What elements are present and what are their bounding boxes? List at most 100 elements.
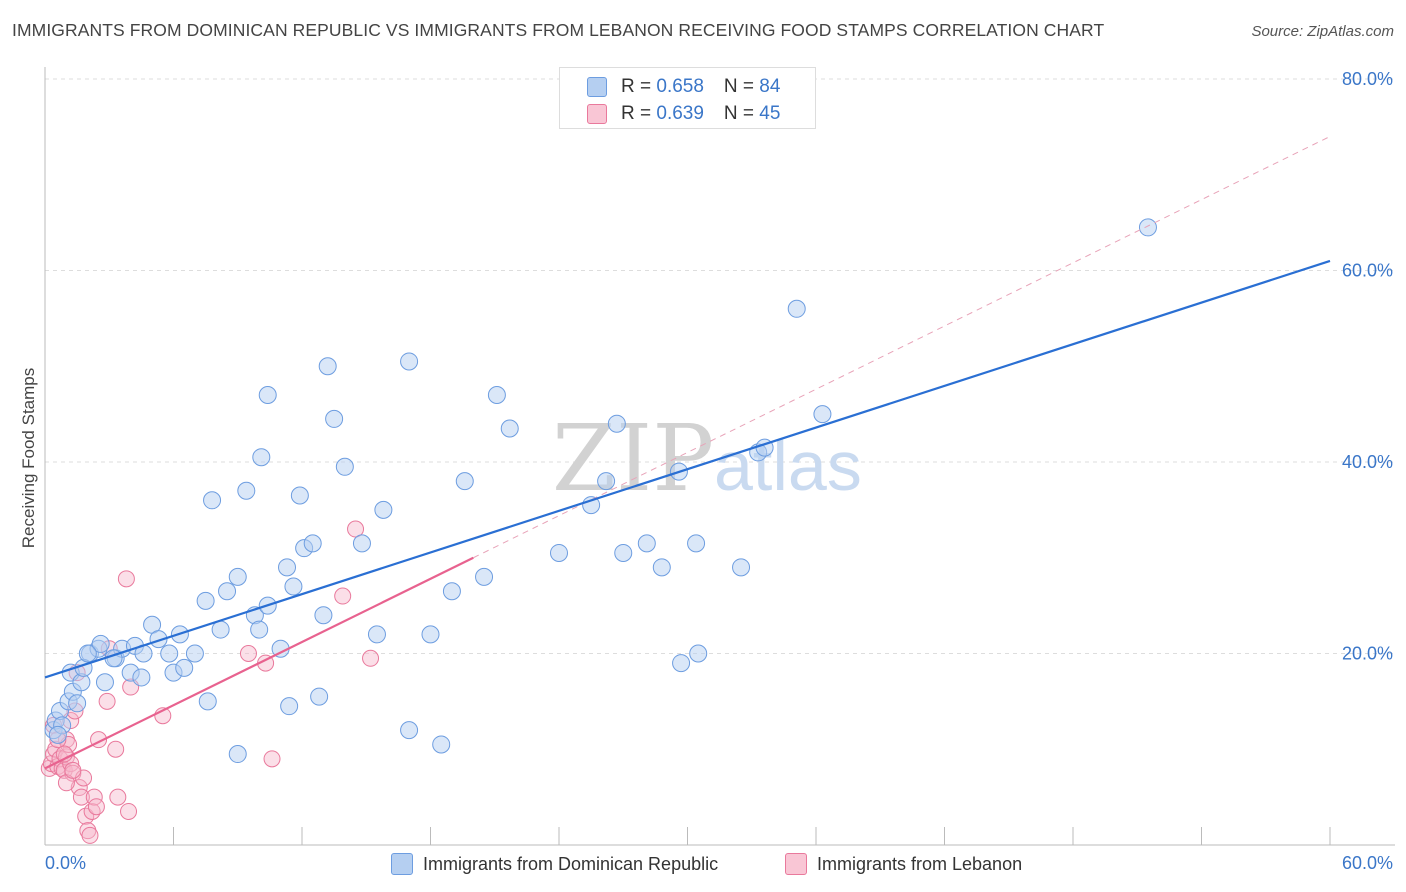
- point-dominican: [237, 481, 256, 500]
- y-tick-label: 60.0%: [1342, 261, 1393, 281]
- trend-lines: [44, 136, 1331, 770]
- legend-swatch-dominican: [587, 77, 607, 97]
- legend-n-label: N =: [723, 76, 760, 97]
- point-dominican: [278, 558, 297, 577]
- point-dominican: [250, 620, 269, 639]
- grid-lines: [45, 78, 1395, 654]
- point-dominican: [175, 658, 194, 677]
- point-dominican: [813, 405, 832, 424]
- point-dominican: [475, 567, 494, 586]
- point-dominican: [352, 534, 371, 553]
- y-tick-label: 20.0%: [1342, 644, 1393, 664]
- point-dominican: [442, 582, 461, 601]
- bottom-legend-swatch-lebanon: [785, 853, 807, 875]
- point-dominican: [310, 687, 329, 706]
- x-tick-label: 0.0%: [45, 853, 86, 873]
- point-dominican: [185, 644, 204, 663]
- point-dominican: [607, 414, 626, 433]
- point-dominican: [652, 558, 671, 577]
- point-dominican: [400, 721, 419, 740]
- point-dominican: [400, 352, 419, 371]
- point-dominican: [211, 620, 230, 639]
- point-dominican: [1138, 218, 1157, 237]
- point-lebanon: [117, 570, 135, 588]
- point-dominican: [787, 299, 806, 318]
- bottom-legend-lebanon: Immigrants from Lebanon: [785, 851, 1022, 877]
- point-dominican: [637, 534, 656, 553]
- point-dominican: [68, 694, 87, 713]
- watermark-atlas: atlas: [714, 427, 862, 505]
- point-dominican: [487, 385, 506, 404]
- point-lebanon: [362, 649, 380, 667]
- legend-r-value: 0.658: [656, 76, 704, 97]
- point-dominican: [367, 625, 386, 644]
- point-lebanon: [239, 645, 257, 662]
- legend-n-label: N =: [723, 103, 760, 124]
- trend-line-lebanon: [44, 556, 474, 770]
- legend-n-value: 45: [759, 103, 781, 124]
- point-dominican: [252, 448, 271, 467]
- series-lebanon-points: [40, 520, 380, 844]
- legend-row-dominican: R = 0.658 N = 84: [587, 75, 780, 99]
- point-dominican: [550, 543, 568, 562]
- legend-row-lebanon: R = 0.639 N = 45: [587, 102, 780, 126]
- point-dominican: [258, 385, 277, 404]
- point-dominican: [132, 668, 151, 687]
- point-dominican: [280, 697, 299, 716]
- trend-extension-lebanon: [473, 136, 1331, 559]
- point-dominican: [95, 673, 114, 692]
- point-dominican: [160, 644, 179, 663]
- point-dominican: [228, 567, 247, 586]
- point-dominican: [335, 457, 354, 476]
- watermark: ZIP atlas: [552, 405, 862, 512]
- legend-r-label: R =: [621, 76, 657, 97]
- point-dominican: [303, 534, 322, 553]
- point-dominican: [314, 606, 333, 625]
- correlation-legend: R = 0.658 N = 84 R = 0.639 N = 45: [559, 67, 816, 129]
- point-dominican: [218, 582, 237, 601]
- point-dominican: [149, 630, 168, 649]
- point-dominican: [374, 500, 393, 519]
- point-lebanon: [347, 520, 365, 538]
- point-dominican: [78, 644, 97, 663]
- point-dominican: [91, 634, 110, 653]
- point-dominican: [614, 543, 633, 562]
- point-dominican: [318, 357, 337, 376]
- y-tick-label: 40.0%: [1342, 452, 1393, 472]
- point-lebanon: [98, 692, 116, 710]
- bottom-legend-dominican: Immigrants from Dominican Republic: [391, 851, 718, 877]
- bottom-legend-label-dominican: Immigrants from Dominican Republic: [423, 853, 719, 874]
- chart-title: IMMIGRANTS FROM DOMINICAN REPUBLIC VS IM…: [12, 20, 1105, 40]
- point-lebanon: [87, 798, 105, 816]
- point-dominican: [455, 472, 474, 491]
- point-lebanon: [109, 788, 127, 806]
- legend-swatch-lebanon: [587, 104, 607, 124]
- point-lebanon: [81, 826, 99, 844]
- y-tick-label: 80.0%: [1342, 69, 1393, 89]
- point-dominican: [689, 644, 708, 663]
- point-dominican: [196, 591, 215, 610]
- point-lebanon: [64, 761, 82, 779]
- legend-r-value: 0.639: [656, 103, 704, 124]
- point-lebanon: [107, 740, 125, 758]
- source-label: Source: ZipAtlas.com: [1251, 23, 1394, 40]
- point-dominican: [48, 725, 67, 744]
- tick-labels: 20.0% 40.0% 60.0% 80.0% 0.0% 60.0%: [45, 69, 1393, 873]
- point-dominican: [500, 419, 519, 438]
- point-dominican: [325, 409, 344, 428]
- legend-r-label: R =: [621, 103, 657, 124]
- trend-line-dominican: [44, 259, 1331, 679]
- point-dominican: [597, 472, 616, 491]
- y-axis-label: Receiving Food Stamps: [19, 368, 38, 548]
- point-dominican: [203, 491, 222, 510]
- point-lebanon: [72, 788, 90, 806]
- point-lebanon: [334, 587, 352, 605]
- point-dominican: [228, 745, 247, 764]
- watermark-zip: ZIP: [552, 405, 714, 512]
- legend-n-value: 84: [759, 76, 781, 97]
- bottom-legend-swatch-dominican: [391, 853, 413, 875]
- point-lebanon: [120, 802, 138, 820]
- point-dominican: [290, 486, 309, 505]
- bottom-legend-label-lebanon: Immigrants from Lebanon: [817, 853, 1023, 874]
